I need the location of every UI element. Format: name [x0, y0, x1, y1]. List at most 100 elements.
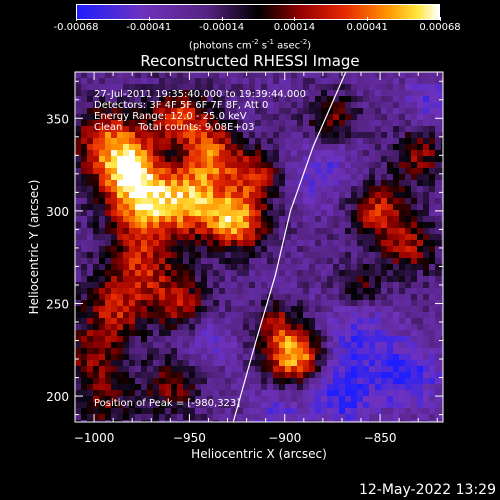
heatmap-cell	[321, 180, 328, 187]
heatmap-cell	[303, 252, 310, 259]
heatmap-cell	[387, 120, 394, 127]
heatmap-cell	[429, 420, 436, 422]
heatmap-cell	[123, 252, 130, 259]
heatmap-cell	[153, 408, 160, 415]
heatmap-cell	[309, 414, 316, 421]
heatmap-cell	[441, 348, 443, 355]
heatmap-cell	[429, 378, 436, 385]
heatmap-cell	[183, 402, 190, 409]
heatmap-cell	[441, 144, 443, 151]
heatmap-cell	[165, 102, 172, 109]
heatmap-cell	[219, 132, 226, 139]
heatmap-cell	[435, 228, 442, 235]
heatmap-cell	[177, 246, 184, 253]
heatmap-cell	[345, 192, 352, 199]
heatmap-cell	[159, 90, 166, 97]
heatmap-cell	[345, 306, 352, 313]
heatmap-cell	[225, 84, 232, 91]
heatmap-cell	[327, 360, 334, 367]
heatmap-cell	[411, 324, 418, 331]
heatmap-cell	[189, 72, 196, 79]
heatmap-cell	[189, 318, 196, 325]
heatmap-cell	[273, 150, 280, 157]
heatmap-cell	[219, 72, 226, 79]
heatmap-cell	[123, 210, 130, 217]
heatmap-cell	[231, 168, 238, 175]
heatmap-cell	[429, 180, 436, 187]
heatmap-cell	[189, 78, 196, 85]
heatmap-cell	[327, 252, 334, 259]
heatmap-cell	[195, 330, 202, 337]
heatmap-cell	[159, 348, 166, 355]
heatmap-cell	[291, 162, 298, 169]
heatmap-cell	[405, 372, 412, 379]
heatmap-cell	[249, 282, 256, 289]
heatmap-cell	[93, 270, 100, 277]
heatmap-cell	[381, 396, 388, 403]
heatmap-cell	[297, 330, 304, 337]
heatmap-cell	[261, 186, 268, 193]
heatmap-cell	[231, 420, 238, 422]
heatmap-cell	[123, 348, 130, 355]
heatmap-cell	[393, 192, 400, 199]
heatmap-cell	[219, 300, 226, 307]
heatmap-cell	[207, 204, 214, 211]
heatmap-cell	[207, 282, 214, 289]
heatmap-cell	[327, 408, 334, 415]
heatmap-cell	[219, 240, 226, 247]
heatmap-cell	[147, 174, 154, 181]
heatmap-cell	[219, 234, 226, 241]
heatmap-cell	[225, 276, 232, 283]
heatmap-cell	[237, 384, 244, 391]
heatmap-cell	[93, 336, 100, 343]
heatmap-cell	[333, 234, 340, 241]
heatmap-cell	[357, 264, 364, 271]
heatmap-cell	[75, 246, 82, 253]
heatmap-cell	[279, 120, 286, 127]
heatmap-cell	[423, 174, 430, 181]
heatmap-cell	[369, 144, 376, 151]
heatmap-cell	[141, 186, 148, 193]
heatmap-cell	[321, 108, 328, 115]
heatmap-cell	[363, 180, 370, 187]
heatmap-cell	[423, 318, 430, 325]
heatmap-cell	[75, 96, 82, 103]
heatmap-cell	[153, 162, 160, 169]
heatmap-cell	[321, 264, 328, 271]
heatmap-cell	[219, 414, 226, 421]
heatmap-cell	[393, 396, 400, 403]
heatmap-cell	[375, 258, 382, 265]
heatmap-cell	[411, 258, 418, 265]
heatmap-cell	[231, 396, 238, 403]
heatmap-cell	[105, 270, 112, 277]
heatmap-cell	[249, 240, 256, 247]
heatmap-cell	[291, 228, 298, 235]
heatmap-cell	[111, 276, 118, 283]
heatmap-cell	[129, 204, 136, 211]
heatmap-cell	[135, 192, 142, 199]
heatmap-cell	[123, 246, 130, 253]
heatmap-cell	[315, 270, 322, 277]
heatmap-cell	[273, 282, 280, 289]
heatmap-cell	[351, 312, 358, 319]
heatmap-cell	[117, 114, 124, 121]
heatmap-cell	[171, 300, 178, 307]
heatmap-cell	[225, 258, 232, 265]
heatmap-cell	[165, 120, 172, 127]
heatmap-cell	[417, 336, 424, 343]
heatmap-cell	[93, 78, 100, 85]
heatmap-cell	[399, 78, 406, 85]
heatmap-cell	[243, 342, 250, 349]
heatmap-cell	[129, 162, 136, 169]
heatmap-cell	[273, 192, 280, 199]
heatmap-cell	[141, 312, 148, 319]
heatmap-cell	[387, 408, 394, 415]
heatmap-cell	[207, 306, 214, 313]
heatmap-cell	[171, 414, 178, 421]
heatmap-cell	[213, 216, 220, 223]
heatmap-cell	[417, 90, 424, 97]
heatmap-cell	[255, 366, 262, 373]
heatmap-cell	[87, 336, 94, 343]
heatmap-cell	[291, 306, 298, 313]
